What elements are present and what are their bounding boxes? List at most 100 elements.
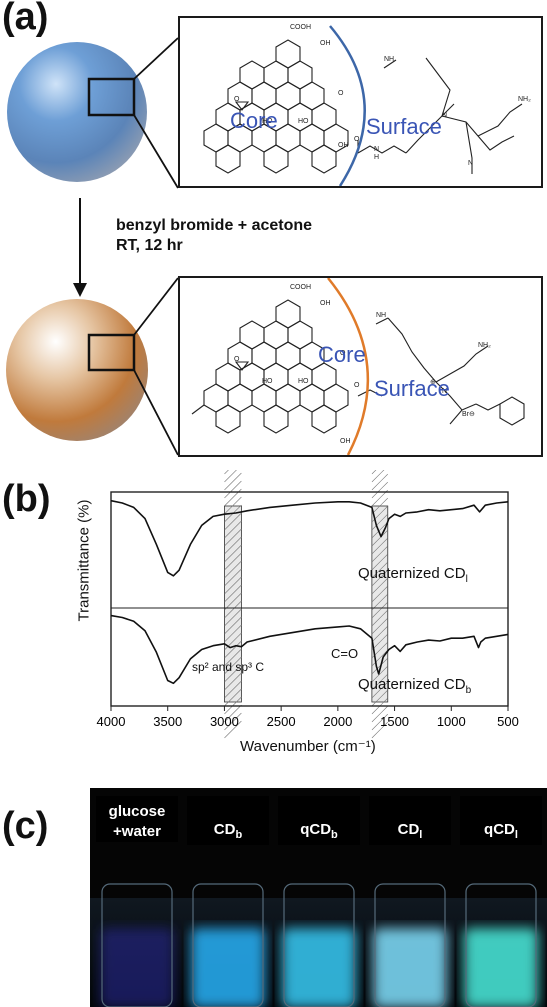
panel-b-label: (b) [2, 478, 51, 520]
top-surface-chain [357, 57, 523, 174]
bottom-structure-box: COOH OH O O HO HO OH O NH NH₂ N ⊕ Br⊖ Co… [178, 276, 543, 457]
x-tick-label: 3500 [153, 714, 182, 729]
band-hatch-line [224, 633, 241, 650]
trace-top-label-text: Quaternized CD [358, 565, 466, 582]
band-hatch-line [372, 666, 388, 682]
vial-glow-0 [100, 928, 174, 1007]
top-nh: NH [384, 56, 395, 63]
band-hatch-line [224, 545, 241, 562]
band-hatch-line [372, 626, 388, 642]
series-line-1 [110, 614, 509, 685]
band-hatch-line [372, 650, 388, 666]
ftir-chart: 4000 3500 3000 2500 2000 1500 1000 500 [97, 470, 519, 770]
top-o-1: O [338, 90, 344, 97]
vial-body-3 [374, 883, 446, 1007]
band-hatch-line [224, 665, 241, 682]
bottom-epoxide-o: O [234, 356, 240, 363]
top-structure-drawing [203, 25, 523, 186]
band-hatch-line [224, 521, 241, 538]
trace-top-label-sub: l [465, 574, 468, 585]
vial-label-3: CDl [369, 796, 451, 845]
reaction-line2: RT, 12 hr [116, 237, 183, 254]
bottom-plus-charge: ⊕ [430, 379, 436, 386]
vials-svg [90, 883, 547, 1007]
vial-glow-2 [282, 928, 356, 1007]
chart-bands [224, 470, 389, 738]
annot-sp: sp² and sp³ C [192, 660, 265, 674]
bottom-surface-label: Surface [374, 376, 450, 401]
bottom-oh-2: OH [340, 438, 351, 445]
bottom-inset-square [87, 333, 136, 372]
band-hatch-line [372, 562, 388, 578]
vial-body-0 [101, 883, 173, 1007]
bottom-bromide: Br⊖ [462, 411, 475, 418]
band-hatch-line [224, 470, 241, 474]
top-structure-box: COOH OH O O HO HO OH O H N NH N N NH₂ Co… [178, 16, 543, 188]
band-hatch-line [372, 586, 388, 602]
vial-body-4 [465, 883, 537, 1007]
x-tick-label: 2000 [323, 714, 352, 729]
band-hatch-line [224, 721, 241, 738]
vial-label-sub: b [331, 829, 338, 841]
chart-frame [110, 491, 509, 707]
top-h: H [374, 154, 380, 161]
band-hatch-line [224, 529, 241, 546]
top-ho-2: HO [298, 118, 309, 125]
bottom-o-1: O [340, 350, 346, 357]
band-hatch-line [372, 658, 388, 674]
band-hatch-line [224, 585, 241, 602]
band-hatch-line [372, 618, 388, 634]
band-hatch-line [224, 713, 241, 730]
band-hatch-line [372, 498, 388, 514]
reaction-conditions: benzyl bromide + acetone RT, 12 hr [116, 216, 312, 256]
top-sphere [7, 42, 147, 182]
band-hatch-line [224, 681, 241, 698]
bottom-oh-1: OH [320, 300, 331, 307]
bottom-ho-2: HO [298, 378, 309, 385]
trace-bottom-label-sub: b [465, 685, 472, 696]
top-nh2: NH₂ [518, 96, 531, 103]
vials-photo: glucose +water CDb qCDb CDl qCDl [90, 788, 547, 1007]
bottom-n-1: N [442, 388, 448, 395]
band-hatch-line [372, 594, 388, 610]
band-hatch-line [224, 473, 241, 490]
top-n-amide: N [374, 146, 380, 153]
top-o-2: O [354, 136, 360, 143]
band-hatch-line [372, 546, 388, 562]
band-hatch-line [224, 609, 241, 626]
vial-label-line1: qCDb [300, 821, 338, 841]
vial-label-1: CDb [187, 796, 269, 845]
band-hatch-line [224, 689, 241, 706]
top-cooh: COOH [290, 24, 311, 31]
band-hatch-line [224, 561, 241, 578]
bottom-cooh: COOH [290, 284, 311, 291]
vial-label-0: glucose +water [96, 796, 178, 842]
chart-lines [110, 499, 509, 685]
trace-bottom-label: Quaternized CDb [358, 676, 471, 696]
top-n-2: N [468, 160, 474, 167]
chart-ticks: 4000 3500 3000 2500 2000 1500 1000 500 [97, 706, 519, 729]
top-oh-1: OH [320, 40, 331, 47]
band-hatch-line [224, 481, 241, 498]
band-hatch-line [372, 602, 388, 618]
band-hatch-line [372, 610, 388, 626]
band-hatch-line [372, 578, 388, 594]
top-core-label: Core [230, 108, 278, 133]
trace-bottom-label-text: Quaternized CD [358, 676, 466, 693]
band-hatch-line [224, 657, 241, 674]
top-surface-label: Surface [366, 114, 442, 139]
band-hatch-line [372, 690, 388, 706]
band-hatch-line [372, 490, 388, 506]
band-hatch-line [372, 634, 388, 650]
band-hatch-line [372, 522, 388, 538]
band-hatch-line [372, 722, 388, 738]
band-hatch-line [224, 513, 241, 530]
band-hatch-line [372, 706, 388, 722]
top-inset-square [87, 77, 136, 117]
chart-xlabel: Wavenumber (cm⁻¹) [240, 738, 376, 755]
x-tick-label: 3000 [210, 714, 239, 729]
bottom-o-2: O [354, 382, 360, 389]
vial-label-line2: +water [113, 823, 161, 840]
top-oh-2: OH [338, 142, 349, 149]
panel-a-label: (a) [2, 0, 49, 38]
